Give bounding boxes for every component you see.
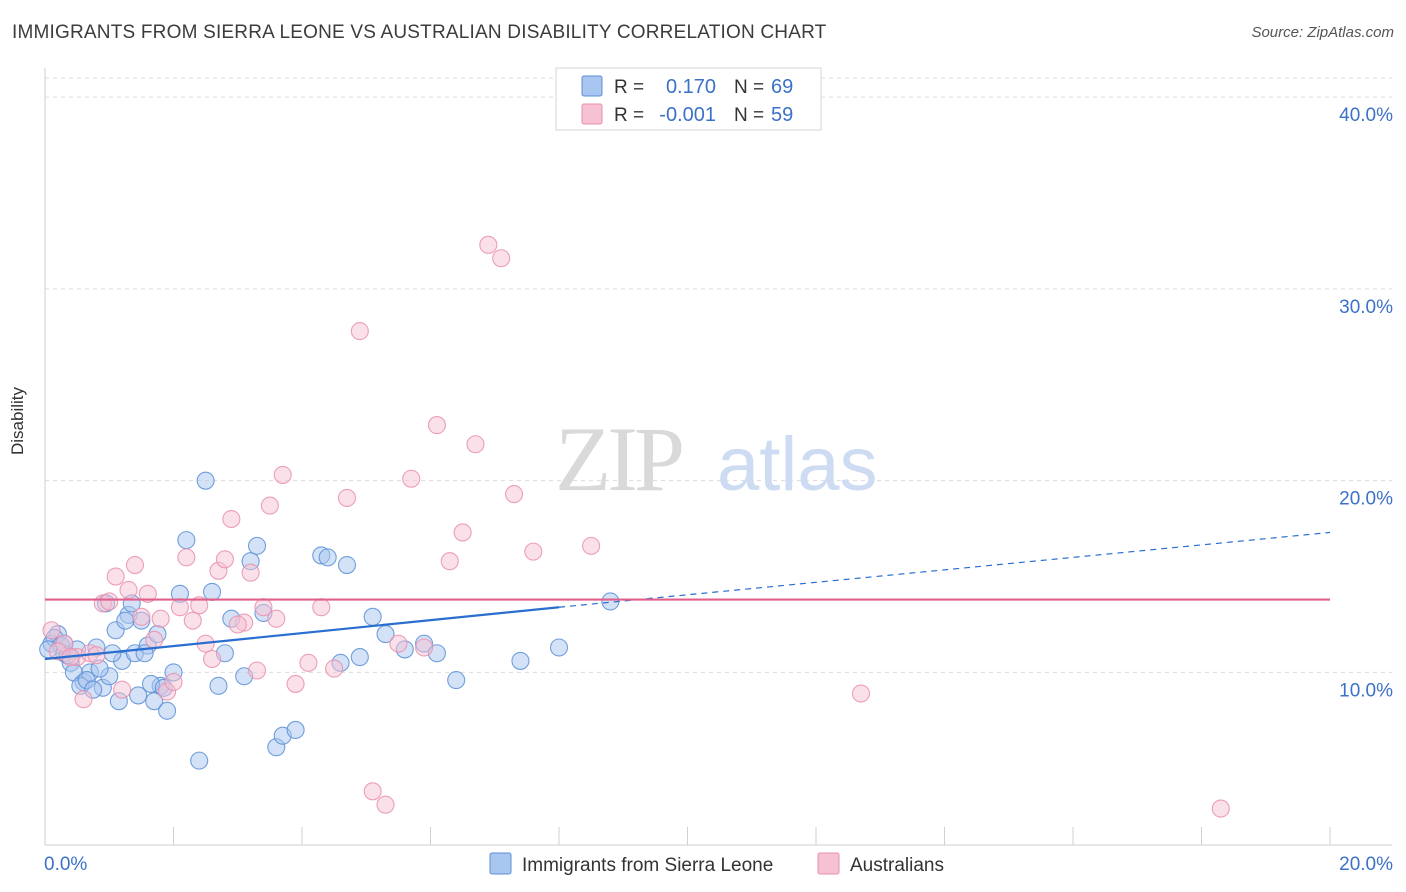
australians-point <box>273 465 292 484</box>
sierra-leone-trend-extension <box>558 531 1331 608</box>
y-tick-label: 30.0% <box>1339 297 1393 318</box>
sierra-leone-point <box>116 611 135 630</box>
sierra-leone-point <box>363 607 382 626</box>
australians-point <box>337 488 357 507</box>
australians-point <box>125 555 144 575</box>
watermark-zip: ZIP <box>555 408 682 510</box>
australians-point <box>203 649 222 669</box>
australians-point <box>106 567 125 586</box>
bottom-legend-swatch-pink <box>817 852 840 875</box>
australians-point <box>415 638 434 657</box>
australians-point <box>119 580 138 600</box>
legend-r-value: -0.001 <box>659 104 716 126</box>
australians-point <box>100 592 119 611</box>
australians-point <box>504 485 524 504</box>
australians-point <box>113 680 132 699</box>
australians-point <box>524 542 543 561</box>
legend-n-label: N = <box>734 105 764 126</box>
australians-point <box>363 782 382 801</box>
australians-point <box>241 563 260 582</box>
sierra-leone-point <box>318 548 337 567</box>
australians-point <box>440 552 459 571</box>
sierra-leone-point <box>203 582 222 601</box>
sierra-leone-point <box>177 531 196 550</box>
australians-point <box>582 536 601 555</box>
sierra-leone-point <box>350 648 369 667</box>
y-tick-label: 10.0% <box>1339 680 1393 701</box>
sierra-leone-point <box>286 720 305 740</box>
australians-point <box>350 322 369 341</box>
chart-title: IMMIGRANTS FROM SIERRA LEONE VS AUSTRALI… <box>12 22 827 43</box>
australians-point <box>151 609 170 628</box>
australians-point <box>466 435 485 454</box>
australians-point <box>177 548 196 567</box>
australians-point <box>389 634 408 653</box>
legend-r-value: 0.170 <box>666 76 716 98</box>
australians-point <box>164 672 183 692</box>
chart-source: Source: ZipAtlas.com <box>1251 24 1394 41</box>
legend-n-value: 69 <box>771 76 793 98</box>
sierra-leone-point <box>158 701 177 720</box>
legend-r-label: R = <box>614 105 644 126</box>
australians-point <box>325 659 344 678</box>
sierra-leone-trend-line <box>44 606 560 661</box>
sierra-leone-point <box>511 651 530 670</box>
y-tick-label: 40.0% <box>1339 105 1393 126</box>
sierra-leone-point <box>247 536 267 555</box>
australians-point <box>215 550 234 569</box>
x-tick-label: 0.0% <box>44 854 87 875</box>
australians-point <box>427 416 446 435</box>
bottom-legend-label-sierra-leone: Immigrants from Sierra Leone <box>522 855 773 876</box>
sierra-leone-point <box>129 686 148 705</box>
bottom-legend-swatch-blue <box>489 852 512 875</box>
australians-point <box>222 509 241 529</box>
sierra-leone-point <box>447 671 466 690</box>
australians-point <box>492 249 511 268</box>
australians-point <box>267 609 286 628</box>
australians-point <box>138 584 157 603</box>
sierra-leone-point <box>145 692 164 711</box>
australians-point <box>312 598 331 617</box>
australians-point <box>376 795 395 814</box>
sierra-leone-point <box>190 751 209 770</box>
australians-point <box>145 630 164 649</box>
australians-point <box>183 611 202 630</box>
australians-point <box>228 615 247 634</box>
australians-point <box>402 469 421 488</box>
australians-point <box>74 690 93 709</box>
australians-point <box>247 661 267 680</box>
australians-point <box>132 607 151 626</box>
sierra-leone-point <box>337 555 357 575</box>
australians-point <box>1211 799 1230 818</box>
y-tick-label: 20.0% <box>1339 489 1393 510</box>
sierra-leone-point <box>196 471 215 490</box>
australians-point <box>851 684 871 703</box>
legend-n-value: 59 <box>771 104 793 126</box>
x-tick-label: 20.0% <box>1339 854 1393 875</box>
watermark-atlas: atlas <box>717 422 878 507</box>
legend-swatch-blue <box>581 75 603 97</box>
australians-point <box>299 653 318 672</box>
legend-n-label: N = <box>734 77 764 98</box>
australians-point <box>170 598 189 617</box>
sierra-leone-point <box>549 638 569 657</box>
bottom-legend-label-australians: Australians <box>850 855 944 876</box>
legend-swatch-pink <box>581 103 603 125</box>
australians-point <box>190 596 209 615</box>
legend-r-label: R = <box>614 77 644 98</box>
australians-point <box>479 235 498 254</box>
australians-point <box>260 496 279 515</box>
australians-point <box>453 523 472 542</box>
sierra-leone-point <box>209 676 228 695</box>
australians-point <box>286 674 305 693</box>
australians-point <box>42 621 61 640</box>
